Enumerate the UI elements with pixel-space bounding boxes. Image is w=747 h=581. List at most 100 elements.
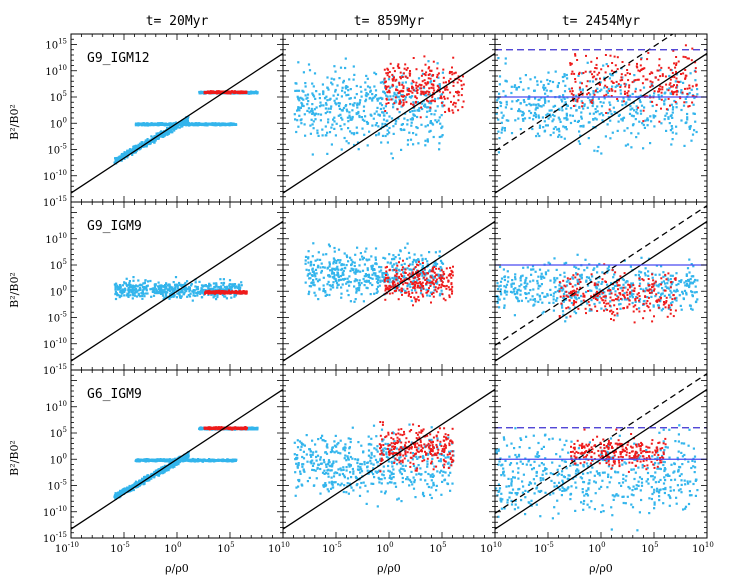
cyan-point: [326, 86, 329, 89]
red-point: [390, 98, 393, 101]
y-axis-label-text: B²/B0²: [8, 104, 21, 140]
red-point: [452, 95, 455, 98]
cyan-point: [500, 111, 503, 114]
cyan-point: [646, 117, 649, 120]
cyan-point: [312, 120, 315, 123]
cyan-point: [581, 72, 584, 75]
cyan-point: [635, 105, 638, 108]
red-point: [430, 83, 433, 86]
dashed-reference-line: [495, 34, 674, 152]
red-point: [614, 64, 617, 67]
cyan-point: [399, 250, 402, 253]
plot-area: [283, 52, 495, 194]
cyan-point: [582, 107, 585, 110]
cyan-point: [434, 263, 437, 266]
cyan-point: [561, 100, 564, 103]
red-point: [595, 67, 598, 70]
cyan-point: [652, 114, 655, 117]
red-point: [389, 62, 392, 65]
cyan-point: [322, 284, 325, 287]
cyan-point: [546, 78, 549, 82]
cyan-point: [360, 116, 363, 119]
red-point: [611, 89, 614, 92]
red-point: [571, 70, 574, 73]
cyan-point: [336, 93, 340, 96]
cyan-point: [356, 102, 359, 105]
cyan-point: [310, 118, 313, 121]
cyan-point: [668, 122, 671, 125]
cyan-point: [158, 287, 161, 290]
cyan-point: [347, 294, 350, 297]
cyan-point: [326, 266, 329, 269]
red-point: [437, 72, 440, 75]
cyan-point: [343, 266, 346, 269]
cyan-point: [536, 106, 539, 110]
cyan-point: [157, 281, 160, 284]
cyan-point: [440, 114, 443, 117]
cyan-point: [351, 115, 354, 119]
red-point: [217, 291, 220, 294]
cyan-point: [403, 262, 406, 265]
red-point: [235, 91, 238, 94]
cyan-point: [366, 77, 369, 80]
red-point: [578, 71, 581, 74]
cyan-point: [142, 293, 145, 296]
cyan-point: [344, 66, 347, 70]
cyan-point: [522, 112, 525, 115]
cyan-point: [225, 297, 228, 300]
red-point: [454, 71, 457, 74]
cyan-point: [384, 122, 387, 126]
red-point: [411, 85, 413, 88]
cyan-point: [180, 289, 183, 292]
cyan-point: [163, 124, 166, 127]
cyan-point: [614, 85, 617, 89]
cyan-point: [354, 272, 357, 275]
red-point: [392, 78, 395, 81]
cyan-point: [160, 135, 163, 138]
red-point: [675, 86, 678, 89]
cyan-point: [187, 286, 190, 289]
cyan-point: [664, 114, 667, 117]
cyan-point: [311, 112, 314, 115]
cyan-point: [368, 86, 372, 89]
cyan-point: [368, 130, 371, 133]
cyan-point: [125, 277, 128, 280]
cyan-point: [615, 71, 618, 74]
cyan-point: [215, 285, 218, 288]
cyan-point: [168, 123, 171, 126]
cyan-point: [348, 114, 351, 117]
cyan-point: [381, 275, 384, 279]
red-point: [433, 89, 436, 92]
cyan-point: [643, 106, 646, 109]
red-point: [442, 81, 445, 84]
red-point: [443, 104, 446, 107]
cyan-point: [297, 125, 300, 128]
red-point: [634, 79, 637, 82]
cyan-point: [196, 294, 199, 297]
red-point: [684, 76, 687, 79]
cyan-point: [363, 263, 366, 266]
cyan-point: [176, 123, 179, 126]
cyan-point: [334, 134, 337, 137]
cyan-point: [121, 291, 125, 294]
red-point: [660, 98, 663, 101]
cyan-point: [306, 109, 309, 112]
cyan-point: [349, 130, 352, 133]
red-point: [450, 100, 452, 103]
red-point: [670, 85, 673, 88]
cyan-point: [357, 148, 360, 151]
red-point: [438, 90, 441, 93]
cyan-point: [323, 97, 327, 100]
cyan-point: [424, 105, 427, 108]
cyan-point: [674, 80, 677, 83]
cyan-point: [405, 257, 409, 260]
cyan-point: [410, 82, 413, 85]
red-point: [415, 68, 418, 71]
red-point: [212, 90, 215, 93]
cyan-point: [140, 141, 143, 144]
red-point: [419, 116, 422, 119]
cyan-point: [329, 111, 332, 114]
red-point: [462, 75, 464, 78]
red-point: [581, 82, 583, 85]
cyan-point: [497, 97, 500, 100]
